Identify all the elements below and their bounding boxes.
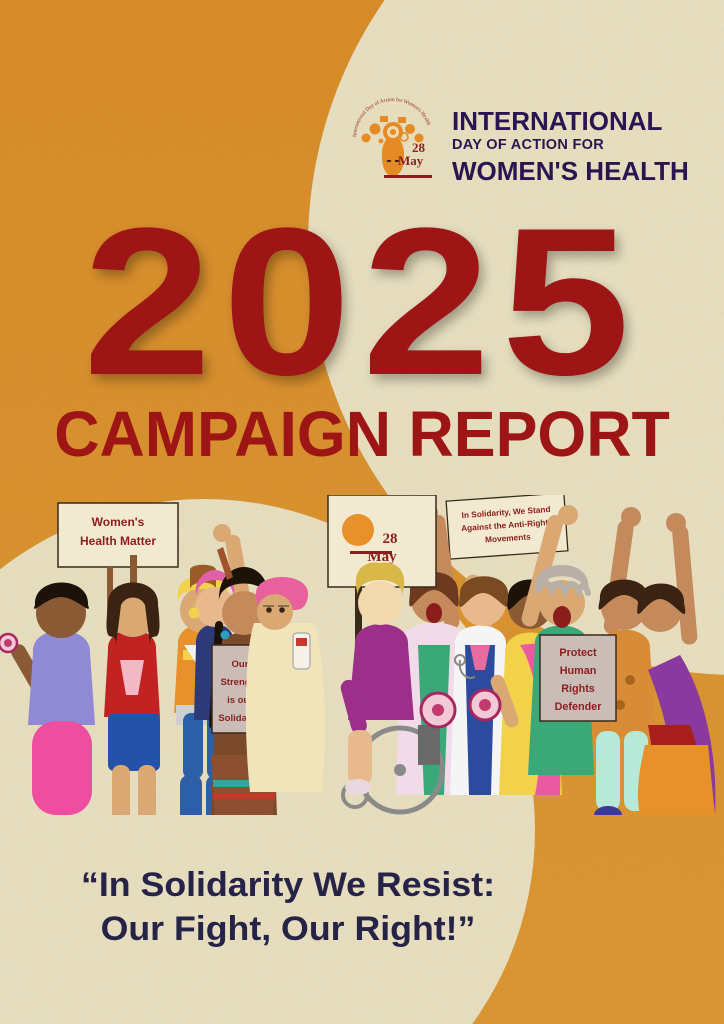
svg-text:Health Matter: Health Matter	[80, 534, 156, 548]
svg-text:Human: Human	[560, 665, 597, 677]
svg-text:Women's: Women's	[92, 515, 145, 529]
svg-text:Our: Our	[232, 659, 249, 670]
svg-text:Defender: Defender	[555, 701, 603, 713]
svg-text:28: 28	[383, 531, 398, 547]
svg-text:Rights: Rights	[561, 683, 595, 695]
svg-text:Protect: Protect	[559, 647, 597, 659]
